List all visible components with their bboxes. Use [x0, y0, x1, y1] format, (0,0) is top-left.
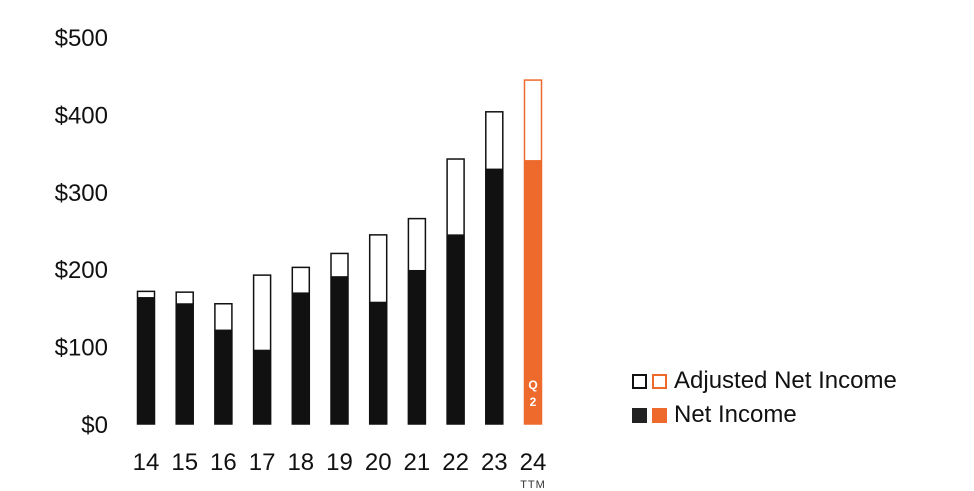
x-tick-sublabel: TTM [520, 479, 546, 491]
y-tick-label: $100 [55, 335, 108, 362]
legend-label-net-income: Net Income [674, 401, 797, 428]
y-tick-label: $400 [55, 102, 108, 129]
x-tick-label: 24 [520, 449, 547, 476]
y-tick-label: $500 [55, 25, 108, 52]
bar-net-income-15 [175, 303, 194, 424]
legend-swatch-net-orange [652, 407, 667, 423]
bar-net-income-14 [137, 297, 155, 424]
x-tick-label: 16 [210, 449, 237, 476]
x-tick-label: 23 [481, 449, 508, 476]
y-tick-label: $0 [81, 412, 108, 439]
x-tick-label: 20 [365, 449, 392, 476]
legend-item-net-income: Net Income [632, 398, 897, 432]
bar-net-income-24 [524, 160, 542, 425]
x-tick-label: 14 [133, 449, 160, 476]
x-tick-label: 15 [171, 449, 198, 476]
x-tick-label: 22 [442, 449, 469, 476]
bar-net-income-18 [291, 292, 310, 424]
legend-label-adjusted-net-income: Adjusted Net Income [674, 367, 897, 394]
legend-swatch-net-black [632, 407, 647, 423]
bar-net-income-16 [214, 329, 233, 424]
legend: Adjusted Net Income Net Income [632, 364, 897, 432]
x-tick-label: 18 [287, 449, 314, 476]
x-tick-label: 17 [249, 449, 276, 476]
legend-item-adjusted-net-income: Adjusted Net Income [632, 364, 897, 398]
x-tick-label: 19 [326, 449, 353, 476]
bar-net-income-19 [330, 276, 349, 424]
y-tick-label: $300 [55, 180, 108, 207]
bar-net-income-22 [446, 234, 465, 424]
bar-net-income-21 [407, 269, 426, 424]
bar-net-income-23 [485, 168, 504, 424]
legend-swatch-adjusted-orange [652, 373, 667, 389]
y-axis: $0 $100 $200 $300 $400 $500 [55, 25, 108, 439]
x-tick-label: 21 [404, 449, 431, 476]
y-tick-label: $200 [55, 257, 108, 284]
bar-net-income-20 [369, 301, 388, 424]
legend-swatch-adjusted-black [632, 373, 647, 389]
x-axis: 14 15 16 17 18 19 20 21 22 23 24 TTM [133, 449, 547, 491]
bar-net-income-17 [253, 349, 272, 424]
